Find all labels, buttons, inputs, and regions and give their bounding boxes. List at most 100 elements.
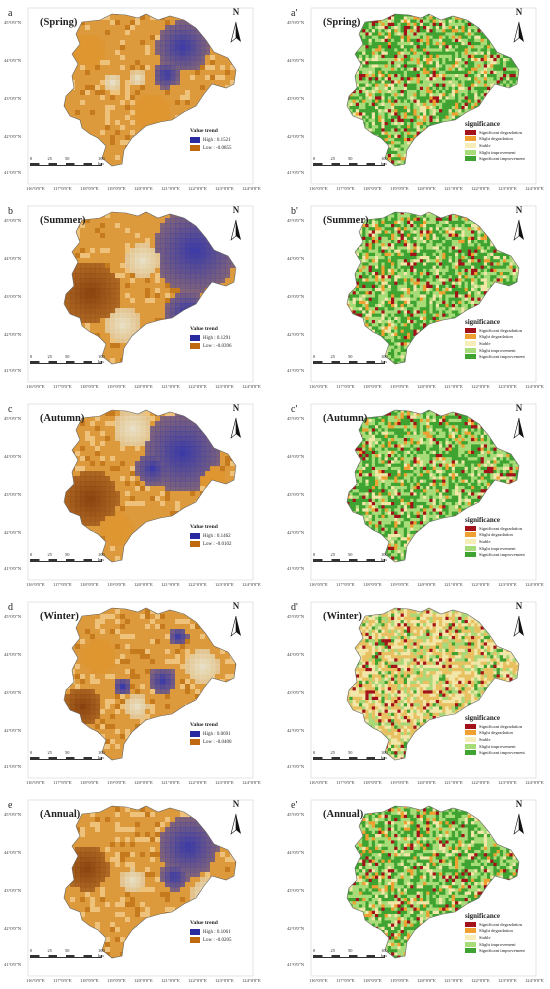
longitude-label: 123°0'0"E — [498, 384, 517, 389]
legend-swatch — [190, 929, 200, 935]
map-panel: c (Autumn) N 45°0'0"N 44°0'0"N 43°0'0"N 42°0'0… — [0, 396, 265, 589]
longitude-label: 120°0'0"E — [417, 780, 436, 785]
legend-swatch — [465, 532, 476, 538]
legend-swatch — [465, 334, 476, 340]
latitude-label: 45°0'0"N — [287, 614, 304, 619]
legend-swatch — [465, 545, 476, 551]
legend-item-label: Significant improvement — [479, 156, 525, 161]
region-outline — [63, 805, 237, 959]
map-svg — [310, 403, 537, 581]
legend-high-row: High : 0.1061 — [190, 928, 231, 936]
latitude-label: 44°0'0"N — [287, 454, 304, 459]
scale-label: 0 — [30, 750, 32, 755]
legend-high-value: High : 0.0691 — [203, 732, 231, 737]
longitude-label: 122°0'0"E — [188, 978, 207, 983]
longitude-label: 121°0'0"E — [444, 978, 463, 983]
longitude-label: 124°0'0"E — [242, 582, 261, 587]
legend-swatch — [465, 129, 476, 135]
longitude-label: 119°0'0"E — [390, 384, 409, 389]
scale-bar: 0 25 50 100 km — [313, 156, 393, 166]
scale-label: 50 — [348, 156, 352, 161]
longitude-label: 116°0'0"E — [309, 384, 328, 389]
scale-graphic — [30, 163, 102, 166]
latitude-label: 43°0'0"N — [4, 96, 21, 101]
longitude-label: 117°0'0"E — [336, 978, 355, 983]
legend-low-row: Low : -0.0855 — [190, 144, 231, 152]
north-label: N — [511, 206, 527, 215]
longitude-label: 116°0'0"E — [309, 978, 328, 983]
legend-item: Slight degradation — [465, 928, 525, 935]
scale-label: 25 — [48, 552, 52, 557]
legend-swatch — [465, 934, 476, 940]
legend-low-value: Low : -0.0205 — [203, 938, 231, 943]
latitude-label: 41°0'0"N — [4, 962, 21, 967]
legend-swatch — [465, 743, 476, 749]
legend-item: Significant degradation — [465, 723, 525, 730]
region-outline — [63, 607, 237, 761]
legend-item: Significant degradation — [465, 129, 525, 136]
latitude-label: 42°0'0"N — [4, 332, 21, 337]
legend-item-label: Slight improvement — [479, 942, 516, 947]
region-outline — [346, 805, 520, 959]
legend-swatch — [465, 948, 476, 954]
legend-swatch — [190, 343, 200, 349]
map-svg — [310, 799, 537, 977]
legend-low-value: Low : -0.0102 — [203, 542, 231, 547]
legend-title: significance — [465, 120, 525, 128]
latitude-label: 45°0'0"N — [287, 812, 304, 817]
legend-swatch — [190, 731, 200, 737]
latitude-label: 41°0'0"N — [287, 764, 304, 769]
map-frame — [27, 799, 254, 977]
legend-swatch — [190, 739, 200, 745]
latitude-label: 44°0'0"N — [287, 652, 304, 657]
legend-item-label: Significant degradation — [479, 130, 522, 135]
scale-label: 25 — [48, 354, 52, 359]
scale-numbers: 0 25 50 100 km — [313, 354, 393, 364]
region-outline — [346, 211, 520, 365]
legend-item: Significant degradation — [465, 327, 525, 334]
longitude-label: 123°0'0"E — [498, 582, 517, 587]
panel-title: (Spring) — [40, 17, 77, 28]
north-letter: N — [228, 8, 244, 17]
scale-numbers: 0 25 50 100 km — [313, 156, 393, 166]
legend-item-label: Slight degradation — [479, 334, 513, 339]
map-svg — [310, 7, 537, 185]
longitude-label: 116°0'0"E — [26, 978, 45, 983]
longitude-label: 121°0'0"E — [161, 978, 180, 983]
legend-swatch — [465, 327, 476, 333]
longitude-label: 117°0'0"E — [336, 186, 355, 191]
latitude-label: 41°0'0"N — [4, 368, 21, 373]
region-outline — [63, 409, 237, 563]
longitude-label: 117°0'0"E — [53, 384, 72, 389]
legend-item: Slight degradation — [465, 730, 525, 737]
legend-item-label: Significant degradation — [479, 328, 522, 333]
longitude-label: 120°0'0"E — [417, 384, 436, 389]
latitude-label: 41°0'0"N — [4, 170, 21, 175]
legend-item-label: Significant degradation — [479, 526, 522, 531]
longitude-label: 118°0'0"E — [363, 384, 382, 389]
scale-label: 25 — [48, 156, 52, 161]
scale-bar: 0 25 50 100 km — [313, 948, 393, 958]
north-letter: N — [228, 404, 244, 413]
scale-label: 50 — [348, 552, 352, 557]
panel-title: (Summer) — [40, 215, 86, 226]
legend-swatch — [190, 541, 200, 547]
longitude-label: 118°0'0"E — [363, 978, 382, 983]
latitude-label: 44°0'0"N — [287, 256, 304, 261]
value-trend-legend: Value trend High : 0.1521 Low : -0.0855 — [190, 128, 231, 152]
legend-high-value: High : 0.1061 — [203, 930, 231, 935]
latitude-label: 43°0'0"N — [4, 492, 21, 497]
longitude-label: 123°0'0"E — [498, 186, 517, 191]
scale-bar: 0 25 50 100 km — [30, 552, 110, 562]
latitude-label: 42°0'0"N — [4, 134, 21, 139]
map-frame — [27, 7, 254, 185]
map-panel: e (Annual) N 45°0'0"N 44°0'0"N 43°0'0"N 42°0'0… — [0, 792, 265, 985]
region-outline — [346, 409, 520, 563]
scale-bar: 0 25 50 100 km — [30, 354, 110, 364]
longitude-label: 124°0'0"E — [242, 186, 261, 191]
latitude-label: 45°0'0"N — [287, 218, 304, 223]
north-letter: N — [511, 602, 527, 611]
scale-bar: 0 25 50 100 km — [30, 156, 110, 166]
latitude-label: 45°0'0"N — [4, 20, 21, 25]
map-frame — [27, 403, 254, 581]
